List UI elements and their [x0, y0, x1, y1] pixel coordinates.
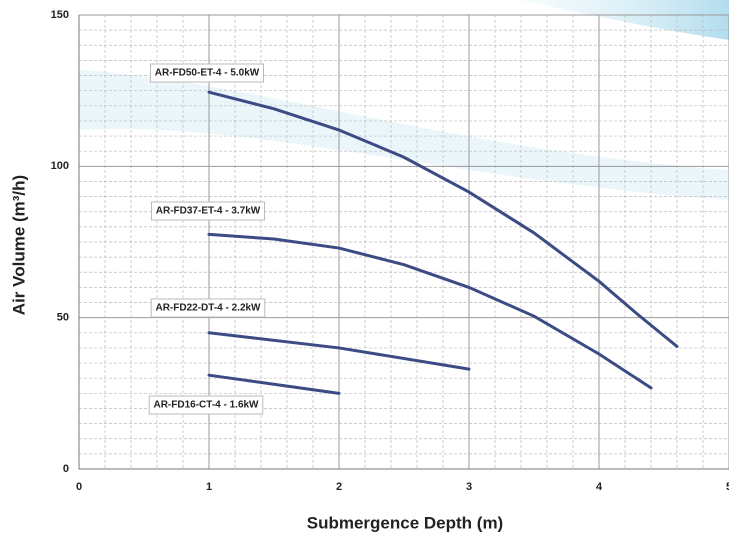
- plot-area: 012345050100150AR-FD50-ET-4 - 5.0kWAR-FD…: [51, 9, 729, 493]
- x-tick-label: 4: [596, 481, 603, 493]
- y-tick-label: 150: [51, 9, 69, 21]
- x-tick-label: 1: [206, 481, 212, 493]
- series-label: AR-FD50-ET-4 - 5.0kW: [155, 68, 260, 79]
- y-tick-label: 50: [57, 312, 69, 324]
- label-box: [150, 201, 266, 221]
- x-tick-label: 5: [726, 481, 729, 493]
- x-tick-label: 0: [76, 481, 82, 493]
- label-box: [149, 63, 265, 83]
- background-swoosh: [520, 0, 729, 40]
- series-label: AR-FD22-DT-4 - 2.2kW: [155, 303, 261, 314]
- data-line: [207, 232, 653, 390]
- series-label: AR-FD16-CT-4 - 1.6kW: [153, 400, 259, 411]
- data-line: [207, 331, 471, 371]
- x-axis-title: Submergence Depth (m): [307, 513, 503, 532]
- background-swoosh: [79, 70, 729, 200]
- data-line: [207, 90, 679, 348]
- label-box: [148, 395, 264, 415]
- x-tick-label: 3: [466, 481, 472, 493]
- x-tick-label: 2: [336, 481, 342, 493]
- y-tick-label: 0: [63, 463, 69, 475]
- y-axis-title: Air Volume (m³/h): [9, 175, 28, 315]
- label-box: [150, 298, 266, 318]
- y-tick-label: 100: [51, 160, 69, 172]
- data-line: [207, 373, 341, 395]
- series-label: AR-FD37-ET-4 - 3.7kW: [156, 206, 261, 217]
